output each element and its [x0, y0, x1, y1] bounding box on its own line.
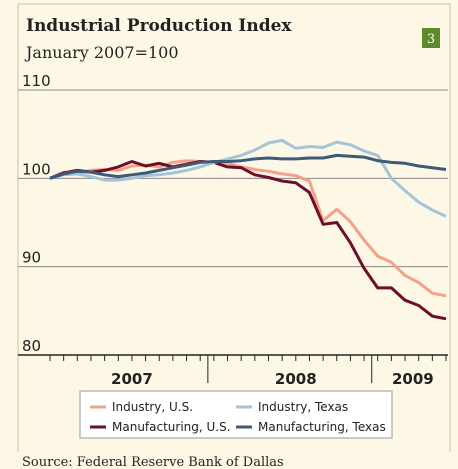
- chart-subtitle: January 2007=100: [24, 43, 179, 62]
- y-tick-label: 80: [22, 337, 41, 355]
- year-label: 2009: [392, 370, 434, 388]
- year-label: 2008: [275, 370, 317, 388]
- series-line: [49, 159, 447, 298]
- frame: [18, 3, 451, 452]
- year-label: 2007: [111, 370, 153, 388]
- badge: 3: [427, 32, 435, 47]
- series-line: [49, 160, 447, 321]
- legend-label: Industry, U.S.: [112, 400, 193, 414]
- chart-title: Industrial Production Index: [26, 16, 292, 36]
- series-line: [49, 153, 447, 180]
- y-tick-label: 90: [22, 249, 41, 267]
- y-tick-label: 100: [22, 160, 51, 178]
- series-line: [49, 138, 447, 218]
- legend-box: [79, 390, 393, 439]
- source: Source: Federal Reserve Bank of Dallas: [22, 455, 284, 469]
- legend-label: Industry, Texas: [258, 400, 348, 414]
- legend-label: Manufacturing, U.S.: [112, 420, 231, 434]
- badge-box: [422, 28, 440, 48]
- legend-label: Manufacturing, Texas: [258, 420, 386, 434]
- y-tick-label: 110: [22, 72, 51, 90]
